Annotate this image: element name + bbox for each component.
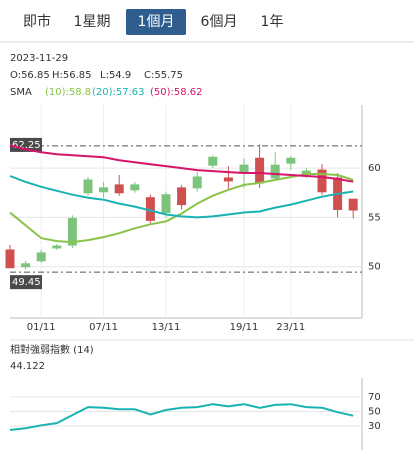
legend-entry: (50):58.62: [150, 87, 203, 98]
candle-body: [208, 156, 218, 166]
x-tick-label: 01/11: [27, 322, 56, 333]
ohlc-value: C:55.75: [144, 70, 183, 81]
candle-body: [239, 164, 249, 173]
x-tick-label: 13/11: [152, 322, 181, 333]
candle-body: [161, 194, 171, 213]
date: 2023-11-29: [10, 53, 68, 64]
rsi-title: 相對強弱指數 (14): [10, 343, 94, 356]
tab[interactable]: 1個月: [138, 14, 175, 30]
candle-body: [114, 184, 124, 194]
candle-body: [255, 157, 265, 184]
series-line: [9, 403, 354, 431]
y-tick-label: 30: [368, 421, 381, 432]
rsi-value: 44.122: [10, 361, 45, 372]
candle-body: [99, 187, 109, 193]
candle-body: [177, 187, 187, 206]
x-tick-label: 23/11: [276, 322, 305, 333]
y-tick-label: 70: [368, 392, 381, 403]
candle-body: [52, 245, 62, 249]
candle-body: [223, 177, 233, 182]
series-line: [9, 175, 354, 219]
ref-label-bg: [10, 275, 42, 290]
candle-body: [67, 217, 77, 246]
x-tick-label: 19/11: [230, 322, 259, 333]
legend-entry: (20):57.63: [92, 87, 145, 98]
ref-label: 49.45: [12, 277, 41, 288]
sma-label: SMA: [10, 87, 32, 98]
y-tick-label: 50: [368, 262, 381, 273]
selected-tab-bg: [126, 9, 186, 35]
tab[interactable]: 6個月: [201, 14, 238, 30]
tab[interactable]: 1年: [261, 14, 284, 30]
y-tick-label: 55: [368, 212, 381, 223]
y-tick-label: 60: [368, 163, 381, 174]
legend-entry: (10):58.8: [45, 87, 91, 98]
candle-body: [130, 184, 140, 191]
tab[interactable]: 即市: [23, 13, 51, 30]
candle-body: [317, 169, 327, 193]
ohlc-value: H:56.85: [52, 70, 92, 81]
ohlc-value: O:56.85: [10, 70, 50, 81]
series-line: [9, 144, 354, 183]
y-tick-label: 50: [368, 406, 381, 417]
candle-body: [348, 198, 358, 211]
candle-body: [192, 176, 202, 189]
candle-body: [36, 252, 46, 262]
ohlc-value: L:54.9: [100, 70, 131, 81]
ref-label: 62.25: [12, 140, 41, 151]
candle-body: [83, 179, 93, 194]
candle-body: [21, 263, 31, 268]
candle-body: [270, 164, 280, 179]
x-tick-label: 07/11: [89, 322, 118, 333]
tab[interactable]: 1星期: [74, 14, 111, 30]
candle-body: [286, 157, 296, 164]
candle-body: [5, 249, 15, 269]
